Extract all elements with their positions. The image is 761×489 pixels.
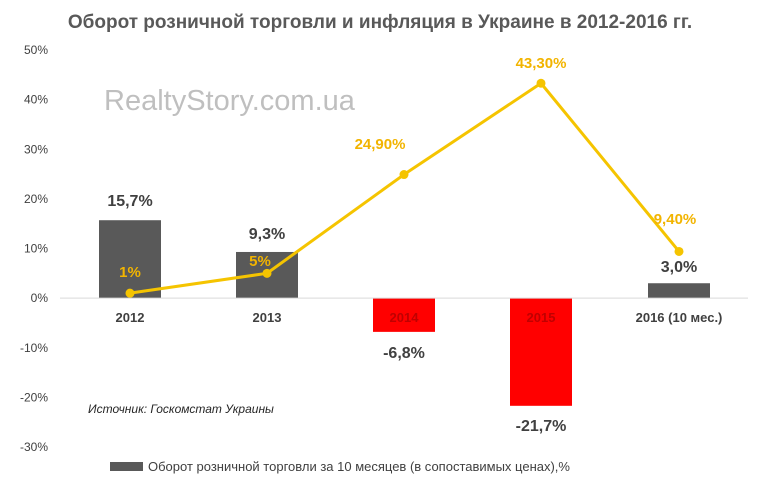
bar-2012 xyxy=(99,220,161,299)
line-point xyxy=(399,170,409,180)
bar-2015 xyxy=(510,298,572,406)
bar-data-label: 15,7% xyxy=(107,193,152,210)
y-tick-label: -20% xyxy=(20,390,48,404)
line-data-label: 1% xyxy=(119,264,141,281)
bar-data-label: 3,0% xyxy=(661,259,697,276)
y-tick-label: 40% xyxy=(24,93,48,107)
y-tick-label: 20% xyxy=(24,192,48,206)
line-point xyxy=(536,78,546,88)
line-point xyxy=(674,246,684,256)
x-tick-label: 2013 xyxy=(253,310,282,325)
line-data-label: 43,30% xyxy=(516,55,567,72)
legend-label-bars: Оборот розничной торговли за 10 месяцев … xyxy=(148,459,570,474)
legend: Оборот розничной торговли за 10 месяцев … xyxy=(110,459,570,474)
line-data-label: 24,90% xyxy=(355,136,406,153)
bar-data-label: 9,3% xyxy=(249,226,285,243)
y-tick-label: -10% xyxy=(20,341,48,355)
y-tick-label: 0% xyxy=(31,291,49,305)
line-data-labels: 1% 5% 24,90% 43,30% 9,40% xyxy=(119,55,696,281)
line-point xyxy=(262,268,272,278)
chart-title: Оборот розничной торговли и инфляция в У… xyxy=(68,12,692,33)
bar-data-label: -6,8% xyxy=(383,345,425,362)
source-note: Источник: Госкомстат Украины xyxy=(88,402,274,416)
x-tick-label: 2014 xyxy=(390,310,420,325)
x-tick-label: 2012 xyxy=(116,310,145,325)
line-point xyxy=(125,288,135,298)
y-axis: 50% 40% 30% 20% 10% 0% -10% -20% -30% xyxy=(20,43,48,454)
bar-data-label: -21,7% xyxy=(516,418,567,435)
x-tick-label: 2015 xyxy=(527,310,556,325)
legend-swatch-bars xyxy=(110,462,143,471)
line-series xyxy=(125,78,684,298)
y-tick-label: 10% xyxy=(24,242,48,256)
x-axis-categories: 2012 2013 2014 2015 2016 (10 мес.) xyxy=(116,310,723,325)
line-data-label: 5% xyxy=(249,253,271,270)
y-tick-label: 50% xyxy=(24,43,48,57)
line-data-label: 9,40% xyxy=(654,211,697,228)
x-tick-label: 2016 (10 мес.) xyxy=(636,310,723,325)
watermark: RealtyStory.com.ua xyxy=(104,85,356,117)
y-tick-label: 30% xyxy=(24,142,48,156)
y-tick-label: -30% xyxy=(20,440,48,454)
bar-2016 xyxy=(648,283,710,299)
bar-data-labels: 15,7% 9,3% -6,8% -21,7% 3,0% xyxy=(107,193,697,435)
bar-2014 xyxy=(373,298,435,332)
